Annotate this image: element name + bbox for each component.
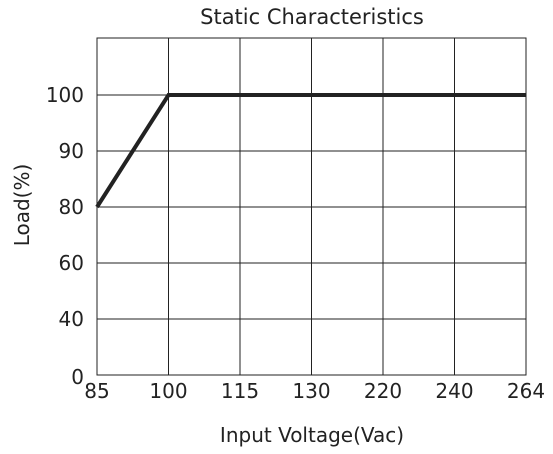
x-tick-label: 100	[149, 379, 187, 403]
x-tick-label: 240	[435, 379, 473, 403]
y-tick-label: 40	[59, 307, 84, 331]
y-tick-label: 60	[59, 251, 84, 275]
x-tick-label: 264	[507, 379, 545, 403]
y-tick-labels: 0 40 60 80 90 100	[46, 83, 84, 389]
x-tick-label: 115	[221, 379, 259, 403]
y-axis-label: Load(%)	[10, 164, 34, 247]
x-axis-label: Input Voltage(Vac)	[220, 423, 404, 447]
y-tick-label: 90	[59, 139, 84, 163]
series-line	[95, 93, 526, 209]
x-tick-label: 220	[364, 379, 402, 403]
y-tick-label: 100	[46, 83, 84, 107]
y-tick-label: 0	[71, 365, 84, 389]
x-tick-label: 130	[292, 379, 330, 403]
y-tick-label: 80	[59, 195, 84, 219]
series-layer	[95, 93, 526, 209]
x-tick-labels: 85 100 115 130 220 240 264	[84, 379, 545, 403]
grid-lines	[97, 38, 526, 375]
x-tick-label: 85	[84, 379, 109, 403]
chart-title: Static Characteristics	[200, 5, 424, 29]
